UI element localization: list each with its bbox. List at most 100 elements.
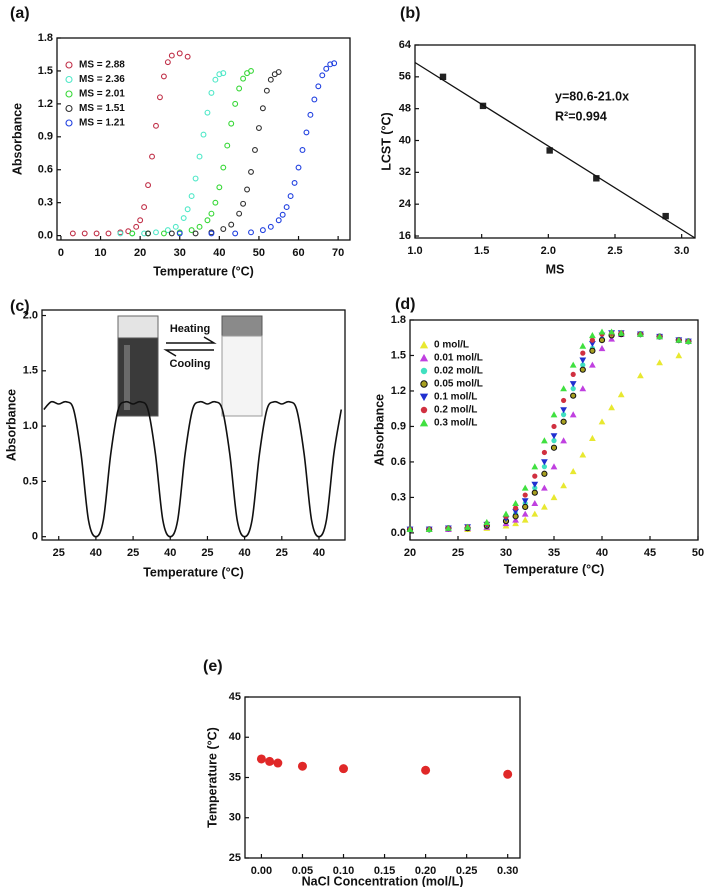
- marker: [421, 765, 431, 775]
- marker: [232, 230, 239, 237]
- marker: [512, 508, 519, 515]
- legend-label: 0.01 mol/L: [434, 353, 483, 364]
- marker: [208, 230, 215, 237]
- marker: [236, 210, 243, 217]
- marker: [522, 503, 529, 510]
- marker: [608, 404, 615, 411]
- x-tick-label: 40: [596, 547, 608, 559]
- marker: [560, 385, 567, 392]
- marker: [445, 524, 452, 531]
- marker: [200, 131, 207, 138]
- y-tick-label: 1.2: [391, 385, 406, 397]
- legend-marker: [419, 418, 429, 427]
- y-tick-label: 40: [229, 731, 241, 743]
- x-tick-label: 0.20: [415, 865, 436, 877]
- y-tick-label: 32: [399, 166, 411, 178]
- marker: [133, 223, 140, 230]
- marker: [180, 215, 187, 221]
- marker: [569, 411, 577, 418]
- marker: [589, 340, 596, 348]
- marker: [512, 516, 519, 523]
- marker: [512, 520, 519, 527]
- x-tick-label: 0.10: [333, 865, 354, 877]
- marker: [255, 125, 262, 131]
- marker: [579, 342, 587, 349]
- x-tick-label: 1.5: [474, 245, 489, 257]
- x-tick-label: 40: [164, 547, 176, 559]
- marker: [315, 83, 322, 90]
- legend-label: MS = 1.21: [79, 118, 125, 129]
- marker: [240, 75, 247, 82]
- marker: [69, 230, 76, 237]
- marker: [569, 468, 577, 475]
- x-tick-label: 3.0: [674, 245, 689, 257]
- marker: [503, 769, 513, 779]
- marker: [248, 229, 254, 236]
- panel-label: (d): [395, 296, 415, 313]
- marker: [105, 230, 112, 237]
- y-tick-label: 0: [32, 531, 38, 543]
- marker: [156, 94, 163, 101]
- marker: [176, 50, 183, 57]
- y-tick-label: 24: [399, 198, 412, 210]
- legend-label: MS = 2.01: [79, 89, 125, 100]
- marker: [192, 230, 199, 237]
- annotation: y=80.6-21.0x: [555, 89, 629, 103]
- marker: [160, 73, 167, 80]
- marker: [531, 481, 539, 488]
- marker: [232, 100, 239, 107]
- marker: [560, 482, 567, 489]
- marker: [521, 498, 529, 505]
- marker: [560, 437, 567, 444]
- legend-label: 0.3 mol/L: [434, 418, 477, 429]
- marker: [541, 470, 548, 477]
- legend-label: 0.02 mol/L: [434, 366, 483, 377]
- plot-frame: [41, 309, 346, 541]
- marker: [303, 129, 310, 136]
- x-axis-label: Temperature (°C): [504, 562, 605, 576]
- y-tick-label: 1.0: [23, 420, 38, 432]
- y-tick-label: 0.5: [23, 475, 38, 487]
- marker: [541, 464, 548, 470]
- marker: [137, 217, 144, 224]
- fit-line: [414, 61, 696, 239]
- marker: [319, 72, 326, 79]
- x-tick-label: 2.5: [607, 245, 622, 257]
- marker: [656, 333, 663, 340]
- marker: [569, 361, 577, 368]
- marker: [327, 61, 334, 68]
- y-tick-label: 30: [229, 812, 241, 824]
- marker: [204, 217, 211, 224]
- marker: [579, 385, 587, 392]
- y-axis-label: Temperature (°C): [205, 727, 219, 828]
- legend-marker: [420, 367, 428, 375]
- marker: [275, 69, 282, 75]
- marker: [589, 331, 596, 339]
- marker: [675, 336, 683, 343]
- marker: [172, 223, 179, 230]
- marker: [560, 407, 567, 414]
- marker: [656, 359, 663, 366]
- marker: [259, 227, 266, 234]
- marker: [560, 418, 567, 425]
- y-tick-label: 0.9: [391, 420, 406, 432]
- y-tick-label: 1.5: [391, 349, 406, 361]
- marker: [550, 433, 558, 440]
- plot-frame: [56, 37, 351, 241]
- marker: [267, 76, 274, 83]
- line: [43, 400, 343, 538]
- legend-marker: [65, 104, 73, 113]
- marker: [551, 423, 557, 430]
- cooling-arrow: [163, 349, 214, 357]
- marker: [522, 492, 528, 498]
- marker: [551, 438, 557, 444]
- marker: [153, 122, 159, 129]
- y-tick-label: 48: [399, 103, 411, 115]
- legend-label: 0.2 mol/L: [434, 405, 477, 416]
- marker: [579, 357, 587, 364]
- x-tick-label: 0.25: [456, 865, 477, 877]
- marker: [589, 337, 596, 343]
- y-tick-label: 1.8: [38, 32, 53, 44]
- marker: [192, 175, 199, 182]
